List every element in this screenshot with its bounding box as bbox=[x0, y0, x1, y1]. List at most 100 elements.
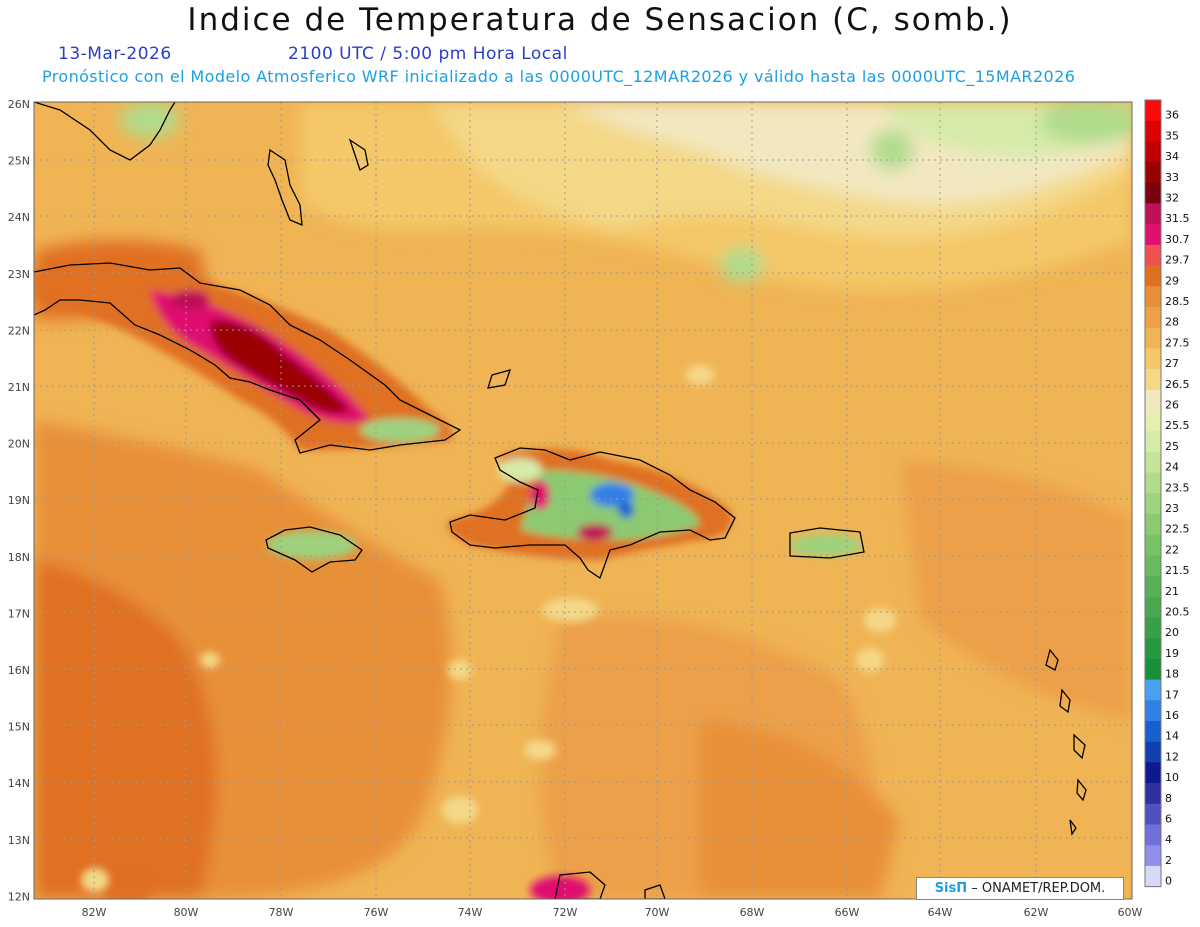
cuba-coastline bbox=[34, 262, 462, 454]
colorbar-swatch bbox=[1145, 389, 1161, 411]
longitude-label: 72W bbox=[553, 906, 578, 919]
map-frame bbox=[33, 101, 1133, 900]
colorbar-swatch bbox=[1145, 679, 1161, 701]
model-description: Pronóstico con el Modelo Atmosferico WRF… bbox=[42, 67, 1076, 86]
longitude-label: 82W bbox=[82, 906, 107, 919]
colorbar-swatch bbox=[1145, 369, 1161, 391]
puerto-rico-coastline bbox=[789, 527, 865, 559]
colorbar-swatch bbox=[1145, 451, 1161, 474]
colorbar-label: 28 bbox=[1165, 316, 1179, 329]
colorbar-label: 22.5 bbox=[1165, 523, 1190, 536]
colorbar-label: 8 bbox=[1165, 792, 1172, 805]
credit-box: SisΠ – ONAMET/REP.DOM. bbox=[916, 877, 1124, 900]
latitude-labels: 26N 25N 24N 23N 22N 21N 20N 19N 18N 17N 16N 15N 14N 1… bbox=[8, 98, 30, 903]
credit-text: – ONAMET/REP.DOM. bbox=[971, 881, 1106, 896]
colorbar-label: 26 bbox=[1165, 399, 1179, 412]
colorbar-swatch bbox=[1145, 638, 1161, 660]
longitude-label: 64W bbox=[928, 906, 953, 919]
temperature-field bbox=[34, 102, 1132, 899]
colorbar-swatch bbox=[1145, 721, 1161, 743]
florida-coastline bbox=[34, 102, 176, 161]
latitude-label: 21N bbox=[8, 381, 30, 394]
colorbar-label: 26.5 bbox=[1165, 378, 1190, 391]
colorbar-frame bbox=[1144, 99, 1162, 888]
colorbar-swatch bbox=[1145, 182, 1161, 204]
latitude-label: 13N bbox=[8, 834, 30, 847]
colorbar-label: 27.5 bbox=[1165, 336, 1190, 349]
colorbar-swatch bbox=[1145, 410, 1161, 432]
colorbar-label: 27 bbox=[1165, 357, 1179, 370]
colorbar-label: 4 bbox=[1165, 833, 1172, 846]
latitude-label: 22N bbox=[8, 324, 30, 337]
colorbar-label: 19 bbox=[1165, 647, 1179, 660]
colorbar-swatch bbox=[1145, 845, 1161, 867]
colorbar-swatch bbox=[1145, 596, 1161, 618]
colorbar-label: 29 bbox=[1165, 274, 1179, 287]
colorbar-label: 23.5 bbox=[1165, 481, 1190, 494]
colorbar-label: 24 bbox=[1165, 461, 1179, 474]
colorbar-swatch bbox=[1145, 700, 1161, 722]
latitude-label: 16N bbox=[8, 664, 30, 677]
colorbar-label: 31.5 bbox=[1165, 212, 1190, 225]
colorbar-label: 29.7 bbox=[1165, 254, 1190, 267]
latitude-label: 24N bbox=[8, 211, 30, 224]
coastlines bbox=[34, 102, 1087, 899]
colorbar-swatch bbox=[1145, 803, 1161, 825]
colorbar-swatch bbox=[1145, 162, 1161, 184]
longitude-label: 74W bbox=[458, 906, 483, 919]
lat-lon-grid bbox=[34, 102, 1132, 899]
colorbar-label: 21 bbox=[1165, 585, 1179, 598]
latitude-label: 15N bbox=[8, 721, 30, 734]
sispi-logo-text: SisΠ bbox=[934, 881, 968, 896]
longitude-label: 60W bbox=[1118, 906, 1143, 919]
colorbar-swatch bbox=[1145, 534, 1161, 556]
colorbar-swatch bbox=[1145, 555, 1161, 577]
colorbar-label: 22 bbox=[1165, 543, 1179, 556]
colorbar-label: 35 bbox=[1165, 129, 1179, 142]
latitude-label: 23N bbox=[8, 268, 30, 281]
colorbar-label: 20 bbox=[1165, 626, 1179, 639]
latitude-label: 18N bbox=[8, 551, 30, 564]
colorbar-swatch bbox=[1145, 493, 1161, 515]
colorbar-swatch bbox=[1145, 141, 1161, 163]
longitude-label: 70W bbox=[645, 906, 670, 919]
colorbar-swatch bbox=[1145, 658, 1161, 681]
colorbar-swatch bbox=[1145, 762, 1161, 784]
forecast-time: 2100 UTC / 5:00 pm Hora Local bbox=[288, 44, 568, 64]
colorbar-swatch bbox=[1145, 783, 1161, 805]
colorbar-label: 6 bbox=[1165, 813, 1172, 826]
colorbar-label: 20.5 bbox=[1165, 606, 1190, 619]
colorbar-label: 17 bbox=[1165, 688, 1179, 701]
colorbar-swatch bbox=[1145, 741, 1161, 763]
colorbar-swatch bbox=[1145, 431, 1161, 453]
colorbar-label: 25 bbox=[1165, 440, 1179, 453]
latitude-label: 17N bbox=[8, 607, 30, 620]
latitude-label: 20N bbox=[8, 438, 30, 451]
colorbar-label: 21.5 bbox=[1165, 564, 1190, 577]
colorbar-swatch bbox=[1145, 617, 1161, 639]
colorbar-swatch bbox=[1145, 824, 1161, 846]
colorbar-label: 10 bbox=[1165, 771, 1179, 784]
colorbar-swatch bbox=[1145, 514, 1161, 536]
colorbar-label: 25.5 bbox=[1165, 419, 1190, 432]
temperature-colorbar: 363534333231.530.729.72928.52827.52726.5… bbox=[1144, 99, 1190, 888]
colorbar-label: 33 bbox=[1165, 171, 1179, 184]
latitude-label: 12N bbox=[8, 890, 30, 903]
latitude-label: 19N bbox=[8, 494, 30, 507]
colorbar-label: 12 bbox=[1165, 750, 1179, 763]
colorbar-label: 18 bbox=[1165, 668, 1179, 681]
colorbar-swatch bbox=[1145, 865, 1161, 888]
colorbar-swatch bbox=[1145, 348, 1161, 370]
colorbar-label: 32 bbox=[1165, 192, 1179, 205]
colorbar-label: 34 bbox=[1165, 150, 1179, 163]
longitude-label: 80W bbox=[174, 906, 199, 919]
hispaniola-coastline bbox=[449, 447, 736, 580]
colorbar-swatch bbox=[1145, 224, 1161, 246]
longitude-label: 62W bbox=[1024, 906, 1049, 919]
colorbar-label: 30.7 bbox=[1165, 233, 1190, 246]
longitude-label: 68W bbox=[740, 906, 765, 919]
colorbar-label: 23 bbox=[1165, 502, 1179, 515]
colorbar-swatch bbox=[1145, 203, 1161, 225]
latitude-label: 26N bbox=[8, 98, 30, 111]
